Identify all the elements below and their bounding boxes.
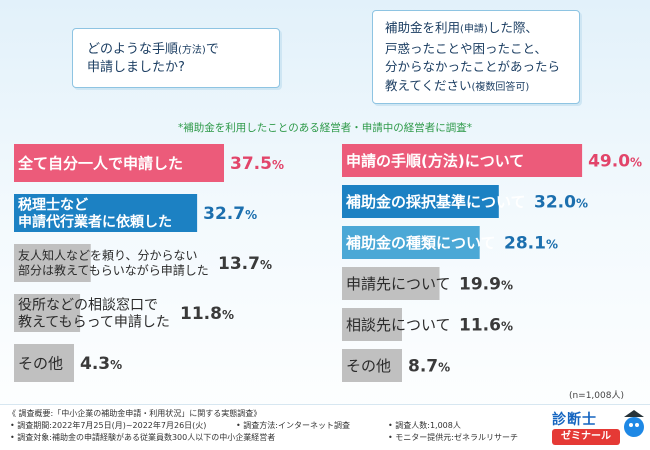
footer-target: • 調査対象:補助金の申請経験がある従業員数300人以下の中小企業経営者 — [10, 433, 276, 442]
footer-period: • 調査期間:2022年7月25日(月)~2022年7月26日(火) — [10, 421, 207, 430]
bar-2-4 — [342, 267, 440, 300]
category-label-2-6: その他 — [346, 357, 391, 375]
footer-people: • 調査人数:1,008人 — [388, 421, 461, 430]
bar-1-5 — [14, 344, 74, 382]
question-left-box: どのような手順(方法)で 申請しましたか? — [72, 28, 280, 88]
category-label-1-1: 全て自分一人で申請した — [17, 154, 183, 172]
value-label-2-5: 11.6% — [459, 316, 513, 336]
bar-2-2 — [342, 185, 499, 218]
category-label-2-1: 申請の手順(方法)について — [346, 152, 524, 170]
value-label-2-4: 19.9% — [459, 275, 513, 295]
bar-2-6 — [342, 349, 402, 382]
question-right-line-1: 補助金を利用(申請)した際、 — [385, 20, 538, 35]
value-label-1-2: 32.7% — [203, 204, 257, 224]
category-label-2-5: 相談先について — [346, 316, 451, 334]
value-label-2-1: 49.0% — [588, 152, 642, 172]
footer-title: 《 調査概要:「中小企業の補助金申請・利用状況」に関する実態調査》 — [8, 409, 262, 418]
bar-2-3 — [342, 226, 480, 259]
logo-bottom-text: ゼミナール — [552, 429, 620, 445]
bar-1-1 — [14, 144, 224, 182]
category-label-1-3: 部分は教えてもらいながら申請した — [18, 263, 209, 278]
survey-note: *補助金を利用したことのある経営者・申請中の経営者に調査* — [178, 122, 472, 134]
bar-1-2 — [14, 194, 198, 232]
category-label-1-4: 教えてもらって申請した — [18, 314, 170, 330]
value-label-1-5: 4.3% — [80, 354, 122, 374]
category-label-2-4: 申請先について — [346, 275, 451, 293]
value-label-1-4: 11.8% — [180, 304, 234, 324]
category-label-1-4: 役所などの相談窓口で — [18, 296, 158, 313]
value-label-1-3: 13.7% — [218, 254, 272, 274]
bar-2-5 — [342, 308, 402, 341]
category-label-2-2: 補助金の採択基準について — [345, 193, 526, 211]
category-label-2-3: 補助金の種類について — [345, 234, 496, 252]
sample-size-label: (n=1,008人) — [569, 390, 624, 401]
question-right-line-3: 分からなかったことがあったら — [385, 59, 561, 74]
category-label-1-2: 申請代行業者に依頼した — [18, 213, 172, 230]
logo-top-text: 診断士 — [552, 412, 597, 428]
bar-1-4 — [14, 294, 81, 332]
survey-footer: 《 調査概要:「中小企業の補助金申請・利用状況」に関する実態調査》 • 調査期間… — [0, 404, 650, 450]
mascot-icon — [624, 410, 644, 437]
bar-1-3 — [14, 244, 91, 282]
brand-logo: 診断士 ゼミナール — [548, 407, 646, 447]
question-right-line-4: 教えてください(複数回答可) — [385, 77, 530, 93]
question-right-box: 補助金を利用(申請)した際、 戸惑ったことや困ったこと、 分からなかったことがあ… — [372, 10, 580, 104]
category-label-1-5: その他 — [18, 354, 63, 372]
footer-method: • 調査方法:インターネット調査 — [236, 421, 350, 430]
question-left-line-2: 申請しましたか? — [87, 60, 185, 75]
value-label-1-1: 37.5% — [230, 154, 284, 174]
value-label-2-2: 32.0% — [534, 193, 588, 213]
category-label-1-3: 友人知人などを頼り、分からない — [18, 249, 198, 263]
category-label-1-2: 税理士など — [18, 196, 88, 213]
value-label-2-6: 8.7% — [408, 357, 450, 377]
bar-2-1 — [342, 144, 583, 177]
value-label-2-3: 28.1% — [504, 234, 558, 254]
footer-monitor: • モニター提供元:ゼネラルリサーチ — [388, 433, 518, 442]
question-right-line-2: 戸惑ったことや困ったこと、 — [385, 40, 548, 56]
question-left-line-1: どのような手順(方法)で — [87, 42, 219, 57]
